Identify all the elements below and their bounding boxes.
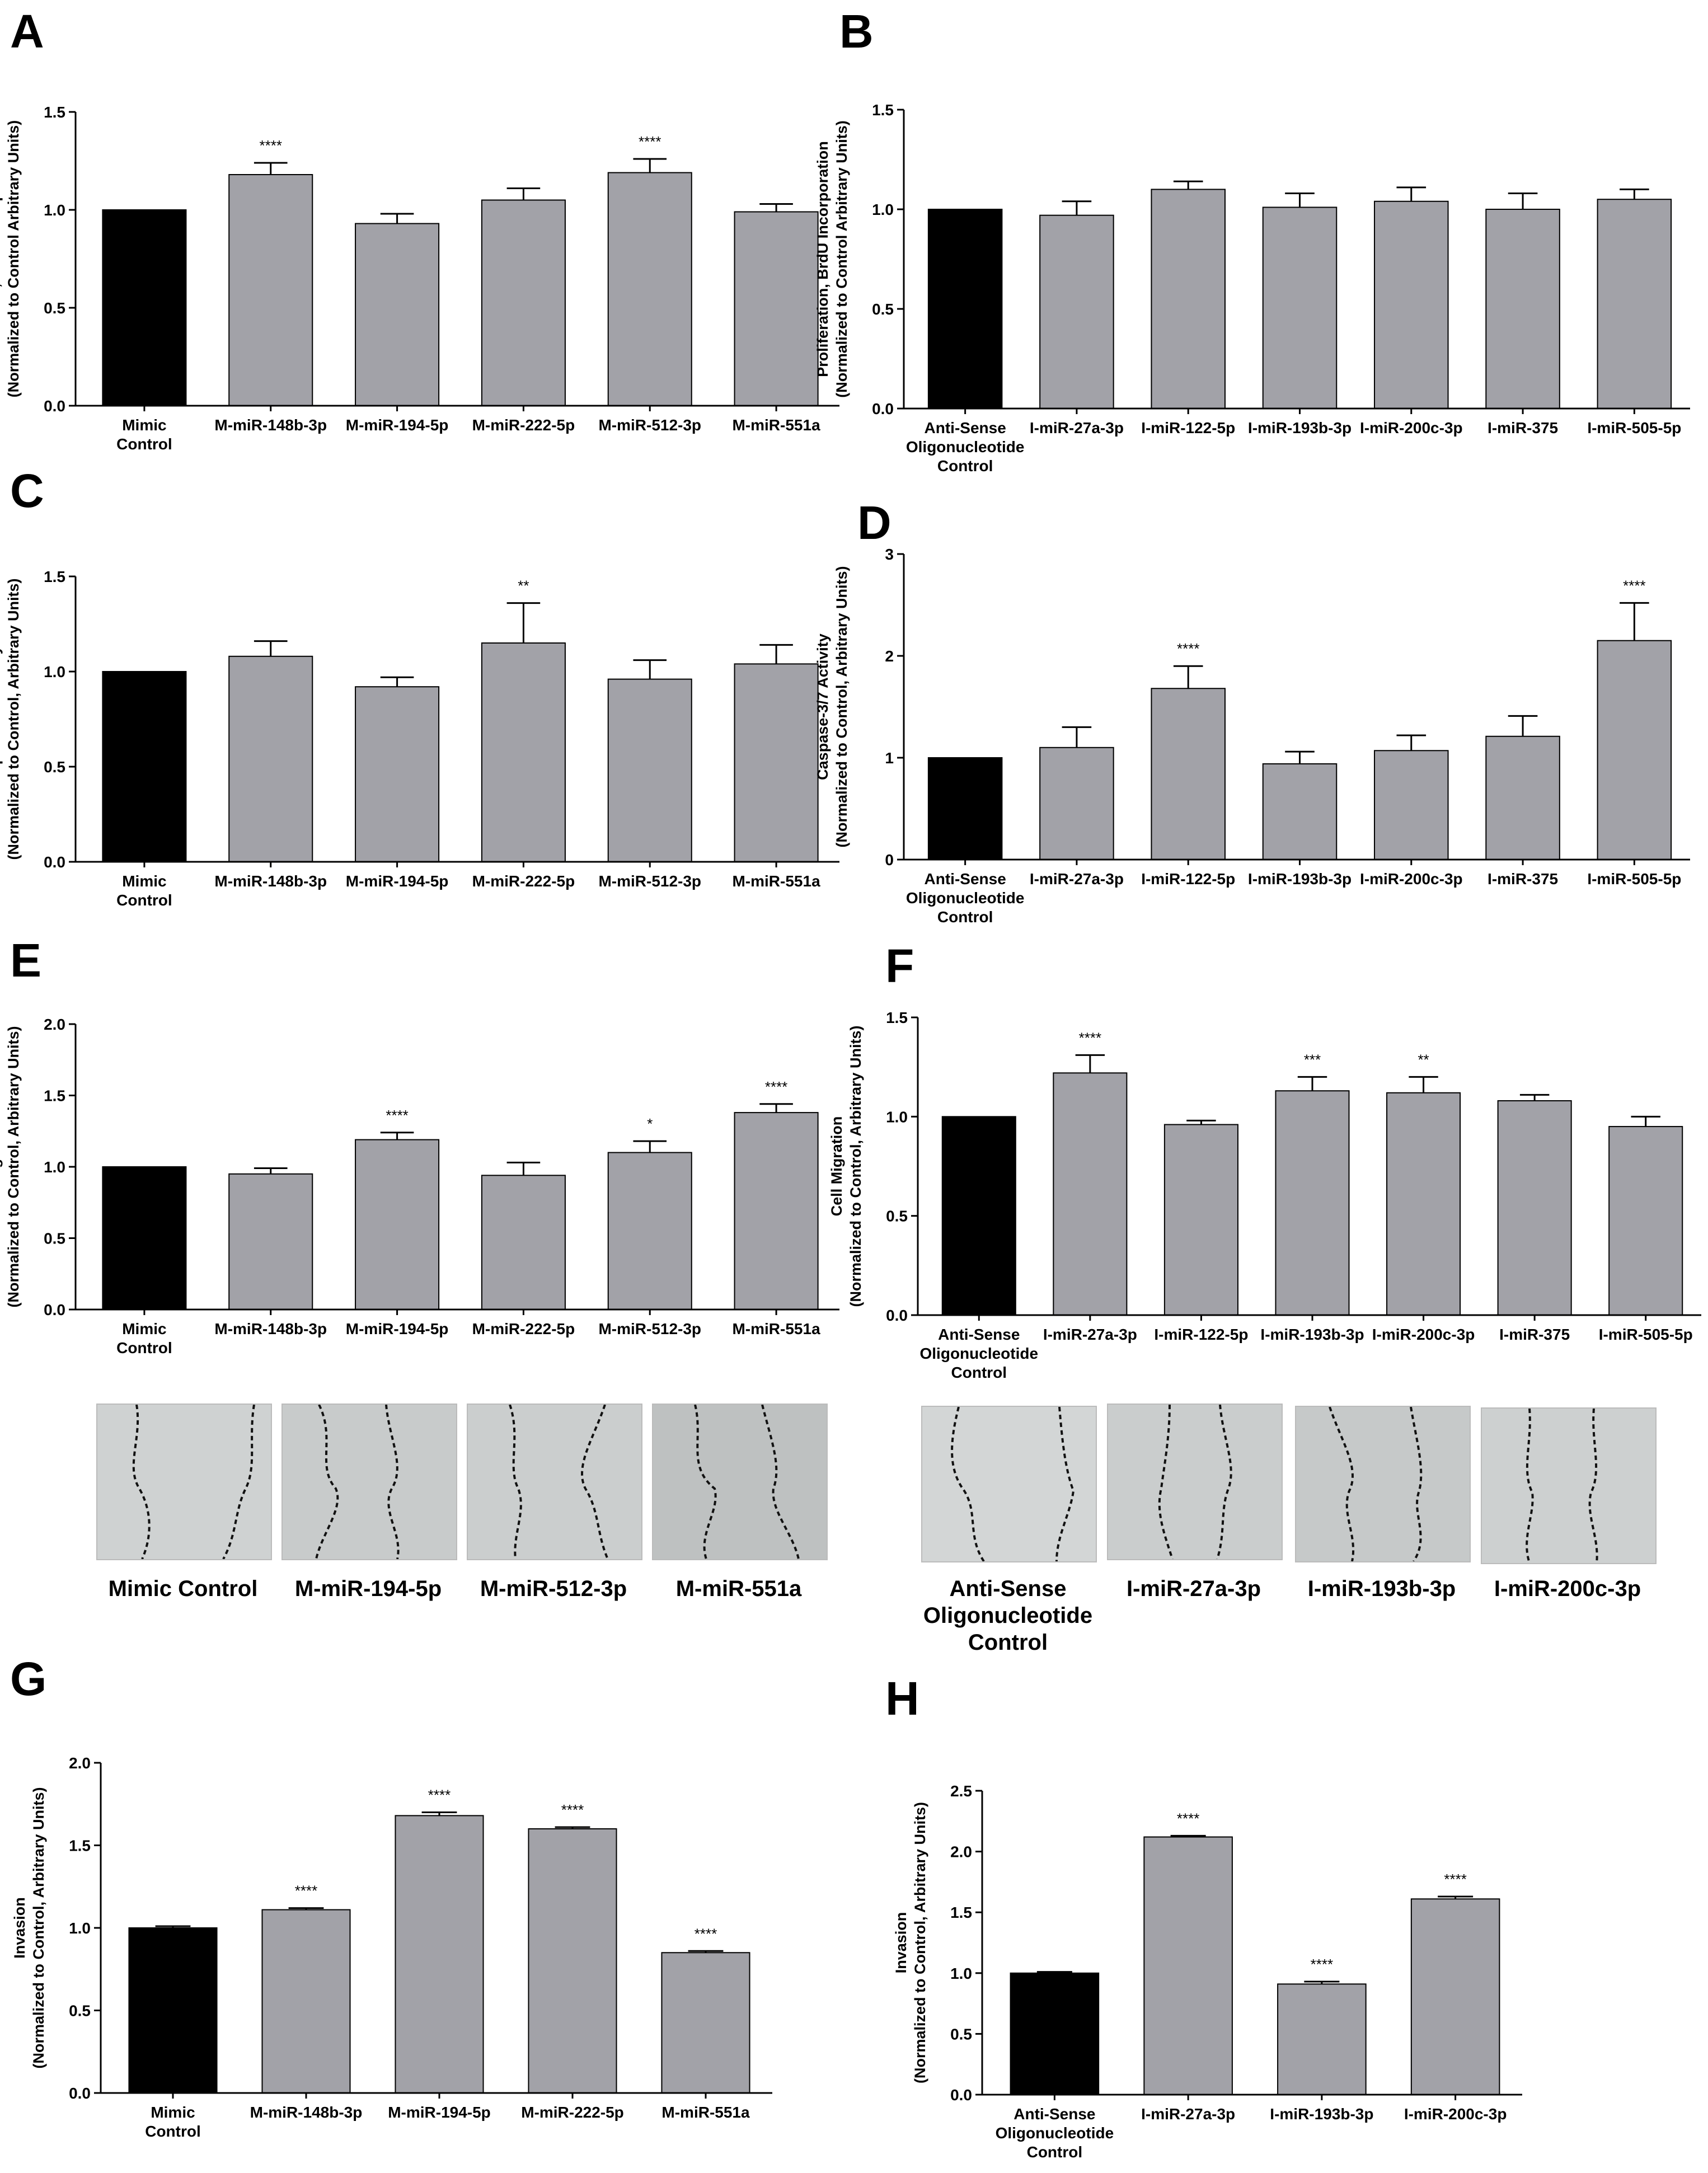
bar xyxy=(1010,1972,1100,2096)
panel-letter-e: E xyxy=(10,934,42,987)
y-tick-label: 2.5 xyxy=(950,1782,972,1800)
category-label: Oligonucleotide xyxy=(996,2124,1114,2142)
wound-label-i-mir-200c-3p: I-miR-200c-3p xyxy=(1494,1576,1641,1601)
panel-letter-h: H xyxy=(885,1672,919,1725)
category-label: Anti-Sense xyxy=(1013,2105,1095,2123)
wound-texture xyxy=(1108,1405,1282,1559)
wound-texture xyxy=(97,1405,271,1559)
panel-letter-b: B xyxy=(839,5,874,58)
wound-label-m-mir-194-5p: M-miR-194-5p xyxy=(294,1576,442,1601)
y-axis-label: Invasion xyxy=(893,1912,909,1974)
panel-letter-g: G xyxy=(10,1653,47,1705)
category-label: I-miR-193b-3p xyxy=(1270,2105,1373,2123)
wound-label-anti-sense-control: Anti-Sense Oligonucleotide Control xyxy=(923,1576,1093,1655)
bar xyxy=(1410,1898,1500,2096)
wound-label-i-mir-27a-3p: I-miR-27a-3p xyxy=(1126,1576,1261,1601)
y-tick-label: 0.0 xyxy=(950,2086,972,2104)
wound-texture xyxy=(653,1405,827,1559)
wound-label-i-mir-193b-3p: I-miR-193b-3p xyxy=(1307,1576,1456,1601)
wound-image-m-mir-551a xyxy=(652,1404,828,1560)
wound-label-m-mir-512-3p: M-miR-512-3p xyxy=(480,1576,627,1601)
panel-letter-c: C xyxy=(10,464,44,517)
wound-image-i-mir-193b-3p xyxy=(1295,1406,1471,1562)
y-axis-label: (Normalized to Control, Arbitrary Units) xyxy=(912,1802,928,2083)
wound-image-anti-sense-control xyxy=(921,1406,1097,1562)
panel-letter-f: F xyxy=(885,940,914,992)
wound-label-m-mir-551a: M-miR-551a xyxy=(675,1576,802,1601)
wound-texture xyxy=(1482,1409,1655,1563)
wound-label-mimic-control: Mimic Control xyxy=(108,1576,258,1601)
wound-texture xyxy=(468,1405,641,1559)
bar xyxy=(1143,1836,1233,2095)
y-tick-label: 1.0 xyxy=(950,1965,972,1982)
panel-letter-d: D xyxy=(857,496,891,549)
wound-texture xyxy=(1296,1407,1470,1561)
wound-image-i-mir-200c-3p xyxy=(1481,1407,1657,1564)
panel-letter-a: A xyxy=(10,5,44,58)
wound-image-m-mir-512-3p xyxy=(467,1404,642,1560)
wound-image-i-mir-27a-3p xyxy=(1107,1404,1283,1560)
wound-texture xyxy=(922,1407,1096,1561)
category-label: I-miR-27a-3p xyxy=(1141,2105,1235,2123)
significance-label: **** xyxy=(1311,1956,1333,1973)
significance-label: **** xyxy=(1177,1810,1199,1827)
y-tick-label: 1.5 xyxy=(950,1904,972,1921)
significance-label: **** xyxy=(1444,1871,1466,1888)
category-label: Control xyxy=(1027,2143,1083,2161)
wound-image-m-mir-194-5p xyxy=(281,1404,457,1560)
category-label: I-miR-200c-3p xyxy=(1404,2105,1507,2123)
wound-image-mimic-control xyxy=(96,1404,272,1560)
bar xyxy=(1277,1983,1367,2095)
y-tick-label: 2.0 xyxy=(950,1843,972,1861)
y-tick-label: 0.5 xyxy=(950,2025,972,2043)
wound-texture xyxy=(283,1405,456,1559)
